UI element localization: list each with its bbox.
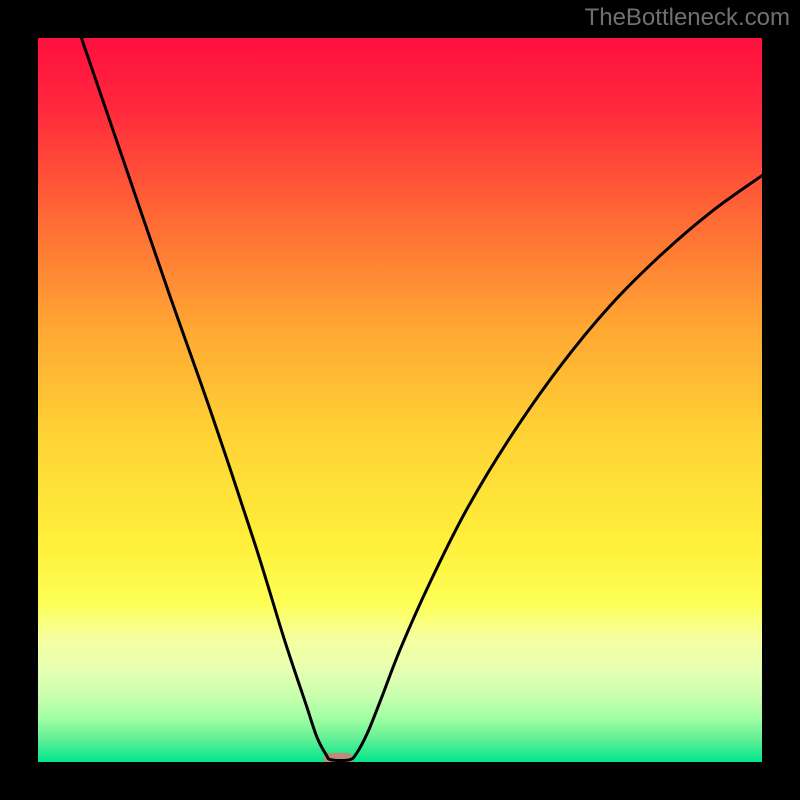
chart-canvas — [0, 0, 800, 800]
bottleneck-chart: TheBottleneck.com — [0, 0, 800, 800]
watermark-text: TheBottleneck.com — [585, 4, 790, 32]
